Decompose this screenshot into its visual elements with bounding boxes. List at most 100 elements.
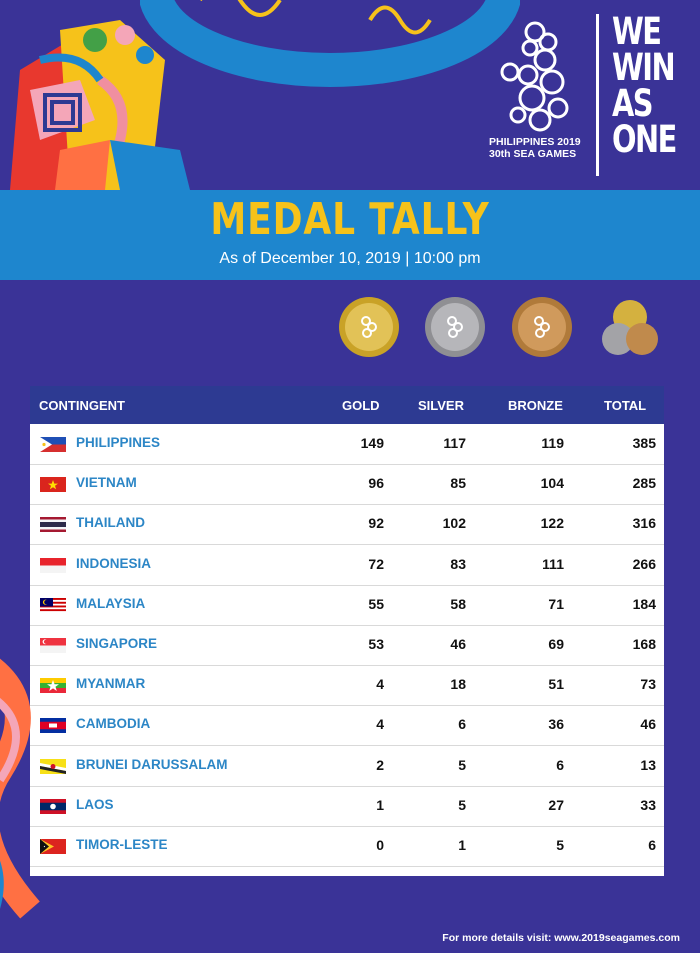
myanmar-flag-icon bbox=[40, 678, 66, 694]
logo-caption-line2: 30th SEA GAMES bbox=[489, 148, 577, 160]
gold-count: 2 bbox=[376, 756, 384, 773]
gold-count: 53 bbox=[368, 636, 384, 652]
silver-count: 5 bbox=[458, 796, 466, 813]
logo-caption: PHILIPPINES 2019 30th SEA GAMES bbox=[489, 136, 589, 160]
gold-count: 4 bbox=[376, 716, 384, 733]
bronze-count: 71 bbox=[548, 595, 564, 612]
slogan-word: ONE bbox=[612, 118, 677, 161]
total-count: 46 bbox=[640, 716, 656, 733]
laos-flag-icon bbox=[40, 798, 66, 814]
silver-medal-icon bbox=[425, 297, 485, 357]
page-subtitle: As of December 10, 2019 | 10:00 pm bbox=[219, 250, 481, 267]
malaysia-flag-icon bbox=[40, 597, 66, 613]
country-name: THAILAND bbox=[76, 515, 145, 531]
column-header-contingent: CONTINGENT bbox=[39, 398, 125, 413]
gold-count: 96 bbox=[368, 475, 384, 492]
hero-artwork: PHILIPPINES 2019 30th SEA GAMES WE WIN A… bbox=[0, 0, 700, 190]
country-name: TIMOR-LESTE bbox=[76, 837, 168, 852]
silver-count: 6 bbox=[458, 716, 466, 733]
gold-count: 55 bbox=[368, 595, 384, 612]
swirl-decoration bbox=[140, 0, 520, 87]
bronze-count: 119 bbox=[541, 435, 564, 451]
column-header-bronze: BRONZE bbox=[508, 398, 563, 413]
medal-icons-row bbox=[0, 295, 700, 365]
country-name: CAMBODIA bbox=[76, 716, 151, 732]
silver-count: 5 bbox=[458, 756, 466, 773]
title-banner: MEDAL TALLY As of December 10, 2019 | 10… bbox=[0, 190, 700, 280]
table-row: MALAYSIA 55 58 71 184 bbox=[30, 585, 664, 626]
page-title: MEDAL TALLY bbox=[210, 194, 490, 245]
total-count: 168 bbox=[632, 636, 656, 652]
table-row: BRUNEI DARUSSALAM 2 5 6 13 bbox=[30, 746, 664, 787]
table-row: CAMBODIA 4 6 36 46 bbox=[30, 705, 664, 747]
country-name: VIETNAM bbox=[76, 475, 137, 491]
slogan-word: WIN bbox=[612, 46, 676, 89]
country-name: BRUNEI DARUSSALAM bbox=[76, 756, 228, 772]
silver-count: 117 bbox=[443, 435, 466, 451]
gold-count: 92 bbox=[368, 515, 384, 532]
table-header: CONTINGENT GOLD SILVER BRONZE TOTAL bbox=[30, 386, 664, 424]
silver-count: 18 bbox=[450, 676, 466, 693]
total-count: 316 bbox=[632, 515, 656, 532]
logo-caption-line1: PHILIPPINES 2019 bbox=[489, 136, 581, 148]
bronze-count: 36 bbox=[548, 716, 564, 733]
bronze-count: 51 bbox=[548, 676, 564, 693]
footer-note: For more details visit: www.2019seagames… bbox=[442, 932, 680, 944]
bronze-count: 122 bbox=[540, 515, 564, 532]
indonesia-flag-icon bbox=[40, 557, 66, 573]
bronze-count: 111 bbox=[542, 555, 564, 572]
total-count: 266 bbox=[632, 555, 656, 572]
table-row: SINGAPORE 53 46 69 168 bbox=[30, 625, 664, 666]
column-header-gold: GOLD bbox=[342, 398, 380, 413]
bronze-count: 27 bbox=[548, 796, 564, 813]
total-count: 6 bbox=[648, 837, 656, 853]
bronze-count: 5 bbox=[556, 837, 564, 853]
country-name: LAOS bbox=[76, 796, 114, 812]
bronze-medal-icon bbox=[512, 297, 572, 357]
gold-medal-icon bbox=[339, 297, 399, 357]
table-row: LAOS 1 5 27 33 bbox=[30, 786, 664, 827]
corner-decoration bbox=[0, 659, 40, 919]
gold-count: 72 bbox=[368, 555, 384, 572]
logo-divider bbox=[596, 14, 599, 176]
total-count: 73 bbox=[640, 676, 656, 693]
gold-count: 0 bbox=[376, 837, 384, 853]
sea-games-logo-icon bbox=[500, 21, 569, 132]
gold-count: 4 bbox=[376, 676, 384, 693]
table-row: VIETNAM 96 85 104 285 bbox=[30, 464, 664, 506]
total-count: 285 bbox=[632, 475, 656, 492]
thailand-flag-icon bbox=[40, 517, 66, 533]
clasped-hands-illustration bbox=[10, 20, 190, 190]
silver-count: 1 bbox=[458, 837, 466, 853]
cambodia-flag-icon bbox=[40, 718, 66, 734]
timor-leste-flag-icon bbox=[40, 839, 66, 854]
gold-count: 149 bbox=[360, 435, 384, 451]
column-header-total: TOTAL bbox=[604, 398, 647, 413]
silver-count: 83 bbox=[450, 555, 466, 572]
brunei-flag-icon bbox=[40, 758, 66, 774]
silver-count: 58 bbox=[450, 595, 466, 612]
table-row: MYANMAR 4 18 51 73 bbox=[30, 665, 664, 707]
silver-count: 85 bbox=[450, 475, 466, 492]
country-name: SINGAPORE bbox=[76, 636, 158, 651]
singapore-flag-icon bbox=[40, 638, 66, 653]
vietnam-flag-icon bbox=[40, 477, 66, 493]
table-row: TIMOR-LESTE 0 1 5 6 bbox=[30, 826, 664, 867]
total-count: 385 bbox=[632, 435, 656, 451]
silver-count: 46 bbox=[450, 636, 466, 652]
gold-count: 1 bbox=[376, 796, 384, 813]
country-name: INDONESIA bbox=[76, 555, 152, 571]
total-medals-icon bbox=[602, 300, 658, 355]
total-count: 13 bbox=[640, 756, 656, 773]
bronze-count: 69 bbox=[548, 636, 564, 652]
table-row: THAILAND 92 102 122 316 bbox=[30, 504, 664, 546]
slogan-word: WE bbox=[612, 10, 662, 53]
total-count: 33 bbox=[640, 796, 656, 813]
table-row: INDONESIA 72 83 111 266 bbox=[30, 545, 664, 586]
table-row: PHILIPPINES 149 117 119 385 bbox=[30, 424, 664, 465]
country-name: MALAYSIA bbox=[76, 595, 146, 611]
silver-count: 102 bbox=[442, 515, 466, 532]
medal-tally-table: CONTINGENT GOLD SILVER BRONZE TOTAL PHIL… bbox=[30, 386, 664, 876]
total-count: 184 bbox=[632, 595, 656, 612]
bronze-count: 104 bbox=[540, 475, 564, 492]
